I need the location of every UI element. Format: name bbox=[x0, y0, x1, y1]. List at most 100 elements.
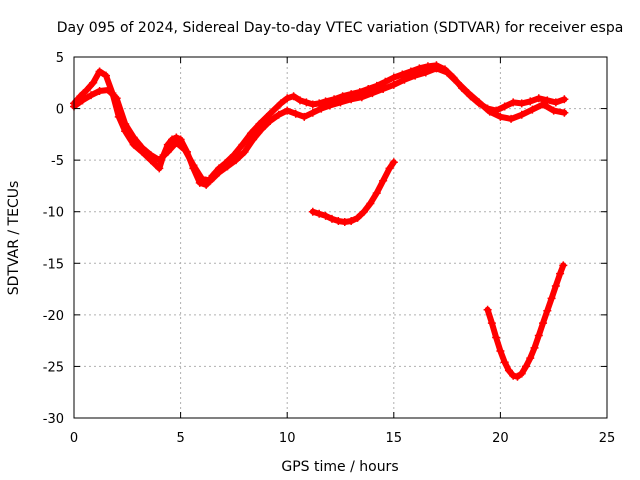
data-point bbox=[189, 161, 198, 170]
data-point bbox=[366, 199, 375, 208]
y-tick-label: -5 bbox=[51, 154, 64, 169]
data-point bbox=[539, 100, 548, 109]
data-point bbox=[539, 319, 548, 328]
x-tick-label: 25 bbox=[599, 431, 616, 446]
data-point bbox=[321, 211, 330, 220]
data-point bbox=[526, 354, 535, 363]
data-point bbox=[400, 75, 409, 84]
chart-title: Day 095 of 2024, Sidereal Day-to-day VTE… bbox=[57, 20, 624, 36]
data-point bbox=[504, 366, 513, 375]
data-point bbox=[530, 343, 539, 352]
data-point bbox=[560, 108, 569, 117]
data-point bbox=[359, 207, 368, 216]
data-point bbox=[389, 73, 398, 82]
data-point bbox=[197, 174, 206, 183]
data-point bbox=[517, 369, 526, 378]
data-point bbox=[483, 305, 492, 314]
data-point bbox=[453, 78, 462, 87]
data-point bbox=[496, 346, 505, 355]
data-point bbox=[398, 70, 407, 79]
x-tick-label: 10 bbox=[279, 431, 296, 446]
data-point bbox=[302, 98, 311, 107]
data-point bbox=[95, 87, 104, 96]
data-point bbox=[549, 106, 558, 115]
data-point bbox=[257, 125, 266, 134]
data-point bbox=[543, 306, 552, 315]
data-point bbox=[432, 64, 441, 73]
data-point bbox=[283, 106, 292, 115]
data-point bbox=[492, 333, 501, 342]
data-point bbox=[500, 102, 509, 111]
data-point bbox=[289, 92, 298, 101]
data-point bbox=[379, 176, 388, 185]
data-point bbox=[560, 95, 569, 104]
data-point bbox=[347, 216, 356, 225]
data-point bbox=[291, 109, 300, 118]
data-point bbox=[104, 86, 113, 95]
tick-layer: 0 5 10 15 20 25 -30 -25 -20 -15 -10 -5 0 5 bbox=[43, 51, 616, 446]
data-point bbox=[246, 129, 255, 138]
data-point bbox=[206, 176, 215, 185]
data-point bbox=[238, 140, 247, 149]
data-point bbox=[389, 158, 398, 167]
data-point bbox=[300, 112, 309, 121]
data-point bbox=[517, 99, 526, 108]
data-point bbox=[78, 96, 87, 105]
y-tick-label: -30 bbox=[43, 412, 64, 427]
data-point bbox=[176, 135, 185, 144]
data-point bbox=[421, 68, 430, 77]
data-point bbox=[528, 105, 537, 114]
data-point bbox=[496, 112, 505, 121]
data-point bbox=[129, 133, 138, 142]
plot-frame bbox=[73, 56, 608, 419]
series-line bbox=[71, 65, 568, 184]
data-point bbox=[443, 68, 452, 77]
data-point bbox=[559, 261, 568, 270]
x-tick-label: 20 bbox=[492, 431, 509, 446]
data-point bbox=[155, 164, 164, 173]
y-tick-label: -15 bbox=[43, 257, 64, 272]
data-point bbox=[229, 150, 238, 159]
data-point bbox=[507, 114, 516, 123]
data-point bbox=[379, 84, 388, 93]
data-point bbox=[101, 71, 110, 80]
data-point bbox=[513, 372, 522, 381]
data-point bbox=[121, 120, 130, 129]
data-point bbox=[89, 78, 98, 87]
data-point bbox=[240, 147, 249, 156]
series-arc-1-alt bbox=[70, 64, 569, 185]
data-point bbox=[172, 138, 181, 147]
data-point bbox=[556, 269, 565, 278]
data-point bbox=[340, 218, 349, 227]
data-layer bbox=[70, 61, 569, 381]
data-point bbox=[266, 109, 275, 118]
data-point bbox=[368, 89, 377, 98]
data-point bbox=[308, 108, 317, 117]
data-point bbox=[509, 371, 518, 380]
data-point bbox=[534, 331, 543, 340]
data-point bbox=[526, 97, 535, 106]
x-tick-label: 5 bbox=[176, 431, 184, 446]
x-tick-label: 15 bbox=[386, 431, 403, 446]
data-point bbox=[347, 95, 356, 104]
data-point bbox=[274, 110, 283, 119]
y-tick-label: -20 bbox=[43, 309, 64, 324]
data-point bbox=[353, 213, 362, 222]
y-axis-label: SDTVAR / TECUs bbox=[6, 181, 22, 296]
data-point bbox=[385, 164, 394, 173]
x-axis-label: GPS time / hours bbox=[281, 459, 398, 475]
data-point bbox=[276, 99, 285, 108]
series-arc-2 bbox=[308, 158, 398, 227]
data-point bbox=[411, 71, 420, 80]
data-point bbox=[485, 107, 494, 116]
data-point bbox=[464, 89, 473, 98]
data-point bbox=[415, 64, 424, 73]
data-point bbox=[155, 156, 164, 165]
data-point bbox=[325, 101, 334, 110]
data-point bbox=[249, 135, 258, 144]
data-point bbox=[266, 116, 275, 125]
data-point bbox=[283, 94, 292, 103]
data-point bbox=[317, 104, 326, 113]
data-point bbox=[255, 120, 264, 129]
